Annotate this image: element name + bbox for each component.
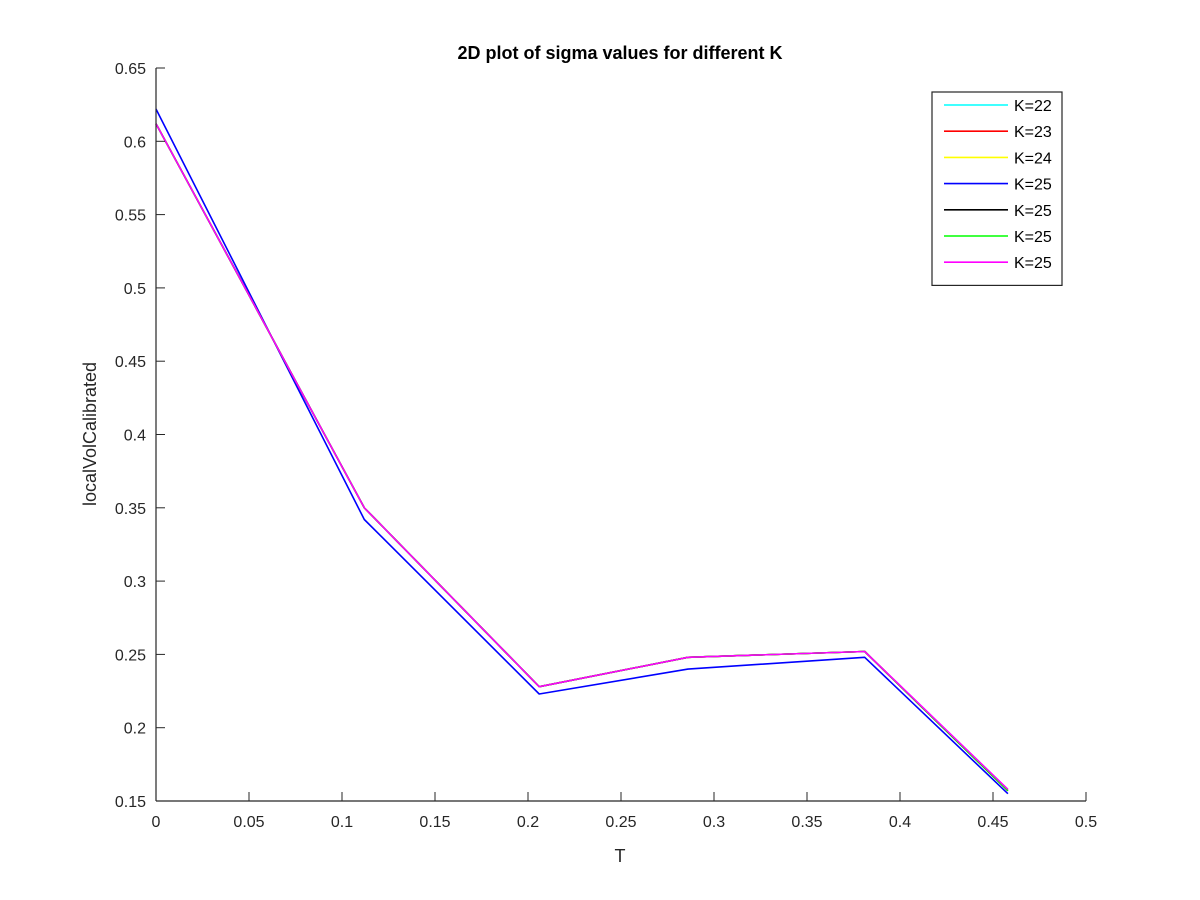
x-tick-label: 0.25 <box>605 814 636 831</box>
legend-box <box>931 91 1063 286</box>
legend-label-5: K=25 <box>1014 203 1052 220</box>
x-tick-label: 0 <box>152 814 161 831</box>
y-tick-label: 0.35 <box>115 501 146 518</box>
x-tick-label: 0.1 <box>331 814 353 831</box>
legend-label-6: K=25 <box>1014 229 1052 246</box>
x-tick-label: 0.5 <box>1075 814 1097 831</box>
y-tick-label: 0.55 <box>115 208 146 225</box>
x-tick-label: 0.35 <box>791 814 822 831</box>
y-tick-label: 0.3 <box>124 574 146 591</box>
y-tick-label: 0.6 <box>124 134 146 151</box>
legend: K=22 K=23 K=24 K=25 K=25 K=25 K=25 <box>931 91 1063 286</box>
x-axis-label: T <box>615 846 626 866</box>
x-tick-label: 0.45 <box>977 814 1008 831</box>
legend-label-3: K=24 <box>1014 150 1052 167</box>
y-tick-label: 0.65 <box>115 61 146 78</box>
x-tick-label: 0.05 <box>233 814 264 831</box>
legend-label-1: K=22 <box>1014 98 1052 115</box>
x-tick-label: 0.4 <box>889 814 911 831</box>
y-tick-label: 0.45 <box>115 354 146 371</box>
y-axis-ticks: 0.15 0.2 0.25 0.3 0.35 0.4 0.45 0.5 0.55 0.6 0.65 <box>115 61 165 811</box>
series-lines <box>155 108 1009 795</box>
y-tick-label: 0.15 <box>115 794 146 811</box>
chart-title: 2D plot of sigma values for different K <box>457 43 782 63</box>
series-line-4 <box>155 108 1009 795</box>
x-tick-label: 0.2 <box>517 814 539 831</box>
y-axis-label: localVolCalibrated <box>80 362 100 506</box>
y-tick-label: 0.4 <box>124 428 146 445</box>
y-tick-label: 0.5 <box>124 281 146 298</box>
y-tick-label: 0.2 <box>124 721 146 738</box>
y-tick-label: 0.25 <box>115 647 146 664</box>
legend-label-7: K=25 <box>1014 255 1052 272</box>
series-line-7 <box>155 123 1009 790</box>
x-axis-ticks: 0 0.05 0.1 0.15 0.2 0.25 0.3 0.35 0.4 0.45 0.5 <box>152 792 1097 831</box>
legend-label-2: K=23 <box>1014 124 1052 141</box>
x-tick-label: 0.15 <box>419 814 450 831</box>
x-tick-label: 0.3 <box>703 814 725 831</box>
legend-label-4: K=25 <box>1014 177 1052 194</box>
